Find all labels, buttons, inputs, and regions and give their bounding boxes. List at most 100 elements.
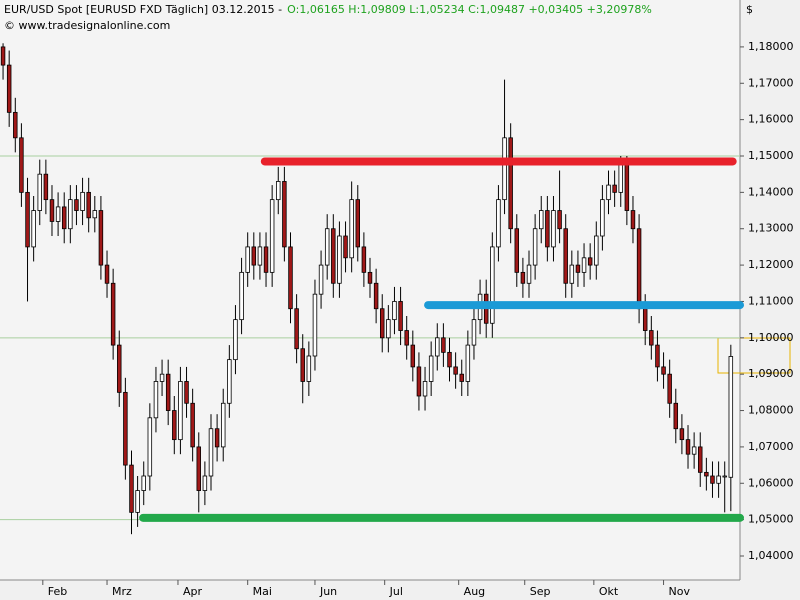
- candle-body: [349, 199, 354, 259]
- candle-body: [37, 173, 42, 211]
- candle-body: [612, 184, 617, 193]
- candle-body: [245, 246, 250, 273]
- candle-body: [532, 228, 538, 266]
- candle-body: [435, 337, 440, 357]
- candle-body: [282, 181, 287, 248]
- candle-body: [416, 366, 422, 397]
- candle-body: [386, 319, 391, 339]
- candle-body: [227, 359, 232, 404]
- y-tick-label: 1,18000: [748, 40, 794, 53]
- candle-body: [135, 490, 140, 513]
- candle-body: [6, 64, 12, 113]
- candle-body: [263, 246, 269, 273]
- candle-body: [581, 257, 587, 273]
- x-tick-label: Nov: [669, 585, 691, 598]
- candle-body: [520, 271, 526, 284]
- candle-body: [129, 464, 134, 513]
- candle-body: [642, 308, 648, 331]
- candle-body: [117, 344, 122, 393]
- candle-body: [630, 210, 636, 230]
- y-tick-label: 1,17000: [748, 76, 794, 89]
- x-tick-label: Mrz: [112, 585, 132, 598]
- candle-body: [563, 228, 568, 284]
- candle-body: [539, 210, 544, 230]
- axis-area: [740, 0, 800, 600]
- y-tick-label: 1,14000: [748, 185, 794, 198]
- candle-body: [43, 173, 49, 201]
- candle-body: [490, 246, 495, 324]
- candle-body: [110, 282, 116, 346]
- x-tick-label: Mai: [253, 585, 272, 598]
- unit-label: $: [746, 3, 753, 16]
- candle-body: [606, 184, 611, 201]
- candle-body: [453, 366, 458, 375]
- candle-body: [716, 475, 721, 484]
- candle-body: [618, 162, 623, 193]
- candle-body: [324, 228, 330, 266]
- candle-body: [655, 344, 660, 368]
- candle-body: [569, 264, 575, 284]
- candle-body: [276, 181, 281, 201]
- candle-body: [25, 191, 30, 248]
- candle-body: [159, 373, 165, 382]
- candle-body: [594, 235, 599, 266]
- candle-body: [257, 246, 263, 266]
- candle-body: [471, 319, 477, 346]
- candle-body: [710, 475, 715, 484]
- candle-body: [545, 210, 550, 248]
- subtitle: © www.tradesignalonline.com: [4, 19, 170, 32]
- candle-body: [551, 210, 556, 248]
- candle-body: [557, 210, 562, 230]
- candle-body: [459, 373, 464, 382]
- price-marker: [717, 337, 791, 374]
- candle-body: [331, 228, 336, 284]
- candle-body: [441, 337, 446, 353]
- candle-body: [239, 271, 244, 321]
- x-tick-label: Feb: [48, 585, 67, 598]
- candle-body: [392, 301, 397, 321]
- candle-body: [398, 301, 403, 331]
- y-tick-label: 1,12000: [748, 258, 794, 271]
- candle-body: [337, 235, 342, 284]
- candle-body: [220, 402, 226, 448]
- candle-body: [202, 475, 208, 491]
- candle-body: [502, 137, 507, 201]
- candle-body: [74, 199, 79, 211]
- candle-body: [184, 381, 189, 404]
- candle-body: [465, 344, 471, 382]
- candle-body: [691, 446, 697, 455]
- candle-body: [80, 191, 85, 211]
- candle-body: [98, 210, 104, 266]
- y-tick-label: 1,13000: [748, 222, 794, 235]
- candle-body: [31, 210, 36, 248]
- candle-body: [422, 381, 428, 397]
- candle-body: [300, 348, 305, 382]
- candle-body: [600, 199, 605, 237]
- candle-body: [196, 446, 201, 491]
- candle-body: [172, 410, 177, 441]
- candle-body: [514, 228, 520, 273]
- candle-body: [165, 373, 171, 411]
- candle-body: [361, 246, 367, 273]
- y-tick-label: 1,11000: [748, 294, 794, 307]
- x-tick-label: Jun: [319, 585, 337, 598]
- candle-body: [61, 206, 67, 230]
- candle-body: [636, 228, 642, 310]
- candle-body: [294, 308, 299, 350]
- candle-body: [355, 199, 361, 248]
- y-tick-label: 1,08000: [748, 404, 794, 417]
- candle-body: [269, 199, 275, 273]
- candle-body: [306, 355, 312, 382]
- candle-body: [722, 475, 727, 478]
- candle-body: [147, 417, 153, 477]
- candle-body: [214, 428, 220, 448]
- x-tick-label: Sep: [530, 585, 551, 598]
- candle-body: [496, 199, 501, 248]
- candle-body: [68, 199, 73, 230]
- candle-body: [508, 137, 513, 230]
- candle-body: [428, 355, 434, 382]
- x-tick-label: Apr: [183, 585, 203, 598]
- candle-body: [679, 428, 685, 441]
- candle-body: [49, 199, 55, 222]
